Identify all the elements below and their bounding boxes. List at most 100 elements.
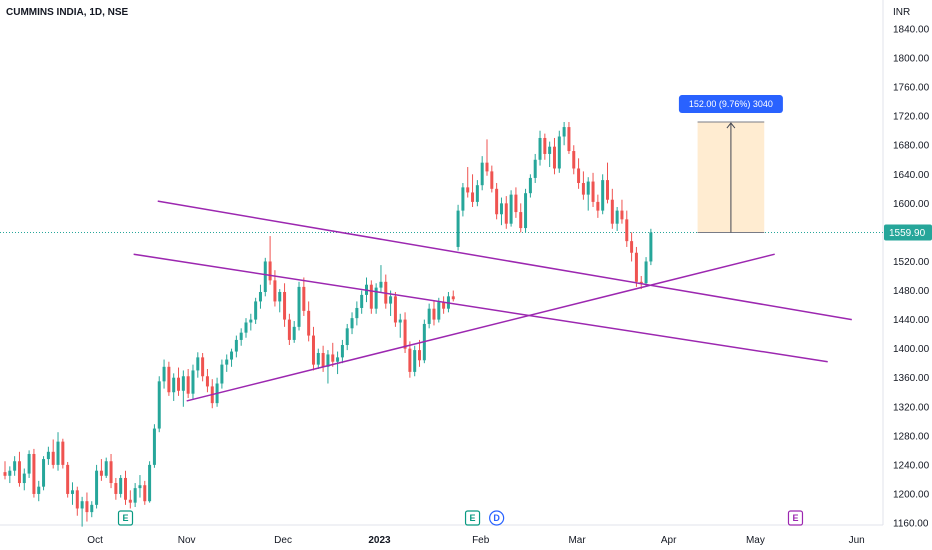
candle-body [230, 351, 234, 360]
candle-body [172, 377, 176, 393]
candle-up [509, 190, 513, 227]
candle-up [374, 283, 378, 314]
candle-body [297, 286, 301, 327]
candle-body [56, 441, 60, 465]
candle-body [234, 339, 238, 352]
candle-up [249, 313, 253, 331]
price-range-measure[interactable]: 152.00 (9.76%) 3040 [678, 95, 783, 233]
candle-body [606, 180, 609, 200]
candle-body [311, 335, 315, 365]
lower-descending-line[interactable] [133, 253, 828, 363]
candle-up [254, 297, 258, 324]
earnings-marker[interactable]: E [787, 510, 804, 526]
candle-body [75, 490, 79, 509]
candle-body [514, 194, 518, 213]
candle-up [644, 257, 648, 287]
candle-body [307, 310, 311, 336]
price-tick-label: 1840.00 [893, 25, 930, 36]
candle-up [70, 482, 74, 505]
time-tick-label: Feb [472, 535, 490, 546]
candle-body [499, 203, 503, 215]
candle-body [104, 461, 108, 476]
candle-body [326, 354, 330, 367]
candle-body [13, 461, 17, 471]
trendlines[interactable] [133, 200, 852, 402]
candle-down [471, 174, 475, 207]
candle-body [268, 261, 272, 281]
event-marker-label: E [792, 513, 798, 523]
candle-up [461, 183, 465, 217]
candle-up [162, 359, 166, 389]
earnings-marker[interactable]: E [464, 510, 481, 526]
candle-up [225, 354, 229, 372]
candle-up [172, 373, 176, 401]
candle-down [572, 145, 576, 175]
candle-down [384, 274, 388, 309]
candle-up [133, 483, 137, 508]
candle-down [321, 345, 325, 372]
time-tick-label: Dec [274, 535, 292, 546]
candle-down [287, 313, 291, 346]
earnings-marker[interactable]: E [117, 510, 134, 526]
time-tick-label: Apr [661, 535, 677, 546]
candle-body [533, 159, 537, 178]
price-axis[interactable]: 1160.00 1200.00 1240.00 1280.00 1320.00 1360.… [893, 25, 930, 530]
candle-down [581, 171, 585, 200]
candle-up [215, 377, 219, 407]
candle-up [152, 424, 156, 468]
candle-down [167, 361, 171, 396]
candle-body [644, 261, 648, 284]
candle-body [456, 210, 460, 247]
price-tick-label: 1280.00 [893, 431, 930, 442]
candle-body [167, 366, 171, 393]
candle-body [148, 464, 152, 502]
price-tick-label: 1720.00 [893, 112, 930, 123]
candle-down [109, 453, 113, 489]
ascending-support-line[interactable] [186, 253, 775, 402]
candle-body [398, 319, 402, 323]
candle-up [196, 352, 200, 378]
time-axis[interactable]: Oct Nov Dec 2023 Feb Mar Apr May Jun [87, 535, 864, 546]
candle-up [562, 121, 566, 146]
candle-up [95, 464, 99, 509]
candle-body [577, 168, 581, 184]
candle-body [287, 319, 291, 340]
last-price-tag-bg [884, 224, 932, 241]
candle-down [32, 448, 36, 498]
price-tick-label: 1200.00 [893, 489, 930, 500]
time-tick-label: May [746, 535, 765, 546]
candle-body [37, 486, 41, 494]
candle-body [630, 241, 634, 253]
candle-body [99, 470, 103, 476]
candle-body [596, 201, 600, 211]
candle-up [297, 281, 301, 331]
candle-body [586, 181, 590, 195]
price-tick-label: 1160.00 [893, 519, 929, 530]
candle-down [75, 486, 79, 516]
candle-up [427, 303, 431, 329]
candle-body [90, 504, 94, 513]
candle-body [442, 302, 446, 309]
candle-body [538, 137, 542, 160]
candle-body [302, 286, 306, 311]
candle-down [268, 236, 272, 285]
candle-up [220, 359, 224, 389]
candle-up [524, 188, 528, 233]
price-tick-label: 1240.00 [893, 460, 930, 471]
earnings-icon [117, 510, 134, 526]
candle-down [128, 490, 132, 509]
candle-down [519, 203, 523, 233]
candle-up [80, 496, 84, 527]
candle-body [22, 473, 26, 484]
dividend-marker[interactable]: D [489, 510, 505, 526]
candle-body [543, 137, 547, 154]
candle-body [360, 294, 364, 308]
upper-descending-line[interactable] [157, 200, 852, 321]
price-tick-label: 1680.00 [893, 141, 930, 152]
candle-body [345, 328, 349, 346]
price-tick-label: 1520.00 [893, 257, 930, 268]
candle-body [80, 501, 84, 509]
candle-body [625, 219, 629, 242]
